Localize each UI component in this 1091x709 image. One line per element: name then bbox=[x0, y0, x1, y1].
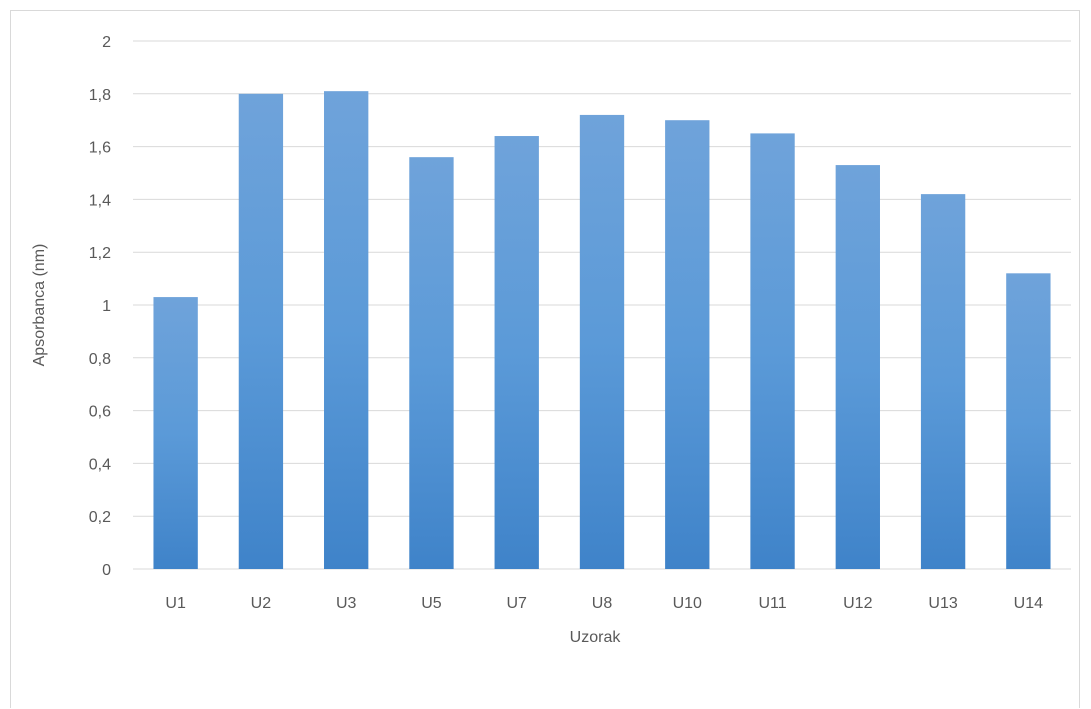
bar-u12 bbox=[835, 165, 880, 569]
x-tick-label: U12 bbox=[843, 595, 872, 612]
axes: 0 0,2 0,4 0,6 0,8 1 1,2 1,4 1,6 1,8 2 U1 U2 U3 U5 U7 U8 U… bbox=[89, 34, 1043, 612]
y-tick-label: 0 bbox=[102, 562, 111, 579]
y-tick-label: 1,4 bbox=[89, 192, 111, 209]
bar-u13 bbox=[920, 194, 966, 569]
x-tick-label: U13 bbox=[928, 595, 957, 612]
y-tick-label: 1,8 bbox=[89, 87, 111, 104]
x-tick-label: U2 bbox=[251, 595, 272, 612]
y-axis-title: Apsorbanca (nm) bbox=[31, 244, 48, 367]
y-tick-label: 0,8 bbox=[89, 351, 111, 368]
y-tick-label: 0,2 bbox=[89, 509, 111, 526]
bar-u10 bbox=[665, 120, 710, 569]
x-tick-label: U11 bbox=[758, 595, 786, 612]
x-tick-label: U10 bbox=[673, 595, 702, 612]
x-axis-title: Uzorak bbox=[570, 629, 622, 646]
bar-u3 bbox=[324, 91, 369, 569]
x-tick-label: U7 bbox=[507, 595, 528, 612]
x-tick-label: U8 bbox=[592, 595, 613, 612]
bar-u8 bbox=[579, 114, 625, 570]
bar-u11 bbox=[750, 133, 795, 569]
y-tick-label: 1 bbox=[102, 298, 111, 315]
bar-u2 bbox=[238, 93, 284, 570]
y-tick-label: 0,6 bbox=[89, 404, 111, 421]
bar-u5 bbox=[409, 157, 454, 569]
bar-u7 bbox=[494, 136, 539, 570]
bars bbox=[153, 91, 1051, 570]
y-tick-label: 1,6 bbox=[89, 140, 111, 157]
y-tick-label: 2 bbox=[102, 34, 111, 51]
bar-u1 bbox=[153, 297, 198, 569]
bar-u14 bbox=[1006, 273, 1051, 569]
x-tick-label: U5 bbox=[421, 595, 442, 612]
x-tick-label: U3 bbox=[336, 595, 357, 612]
y-tick-label: 0,4 bbox=[89, 456, 111, 473]
x-tick-label: U1 bbox=[165, 595, 186, 612]
y-tick-label: 1,2 bbox=[89, 245, 111, 262]
x-tick-label: U14 bbox=[1014, 595, 1043, 612]
